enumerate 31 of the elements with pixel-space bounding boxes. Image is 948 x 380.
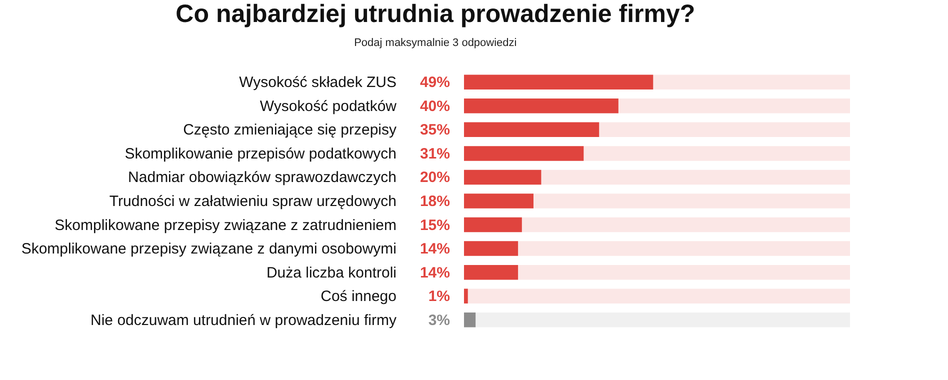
y-tick-label: Trudności w załatwieniu spraw urzędowych — [109, 193, 396, 210]
data-label: 49% — [420, 74, 450, 92]
bar — [464, 170, 542, 185]
y-tick-label: Duża liczba kontroli — [266, 264, 396, 282]
data-label: 31% — [420, 145, 450, 162]
chart-subtitle: Podaj maksymalnie 3 odpowiedzi — [354, 37, 517, 49]
y-tick-label: Skomplikowane przepisy związane z zatrudnieniem — [54, 216, 396, 234]
bar — [464, 312, 476, 328]
data-label: 35% — [420, 122, 450, 139]
data-label: 20% — [420, 169, 450, 186]
bar — [464, 217, 522, 232]
data-label: 1% — [428, 288, 450, 306]
y-tick-label: Nadmiar obowiązków sprawozdawczych — [128, 169, 396, 186]
bar — [464, 288, 468, 304]
data-label: 18% — [420, 193, 450, 210]
y-tick-label: Wysokość podatków — [260, 98, 397, 115]
bar — [464, 241, 518, 256]
bar — [464, 194, 534, 208]
data-label: 14% — [420, 240, 450, 258]
y-tick-label: Nie odczuwam utrudnień w prowadzeniu firmy — [90, 312, 397, 329]
data-label: 14% — [420, 264, 450, 282]
chart-title: Co najbardziej utrudnia prowadzenie firmy? — [176, 0, 696, 28]
data-label: 15% — [420, 216, 450, 234]
data-label: 3% — [428, 312, 450, 329]
bar — [464, 264, 518, 280]
data-label: 40% — [420, 98, 450, 115]
y-tick-label: Coś innego — [320, 288, 396, 306]
y-tick-label: Wysokość składek ZUS — [239, 74, 396, 92]
y-tick-label: Skomplikowane przepisy związane z danymi osobowymi — [21, 240, 396, 258]
y-tick-label: Skomplikowanie przepisów podatkowych — [124, 145, 396, 162]
y-tick-label: Często zmieniające się przepisy — [183, 122, 397, 139]
